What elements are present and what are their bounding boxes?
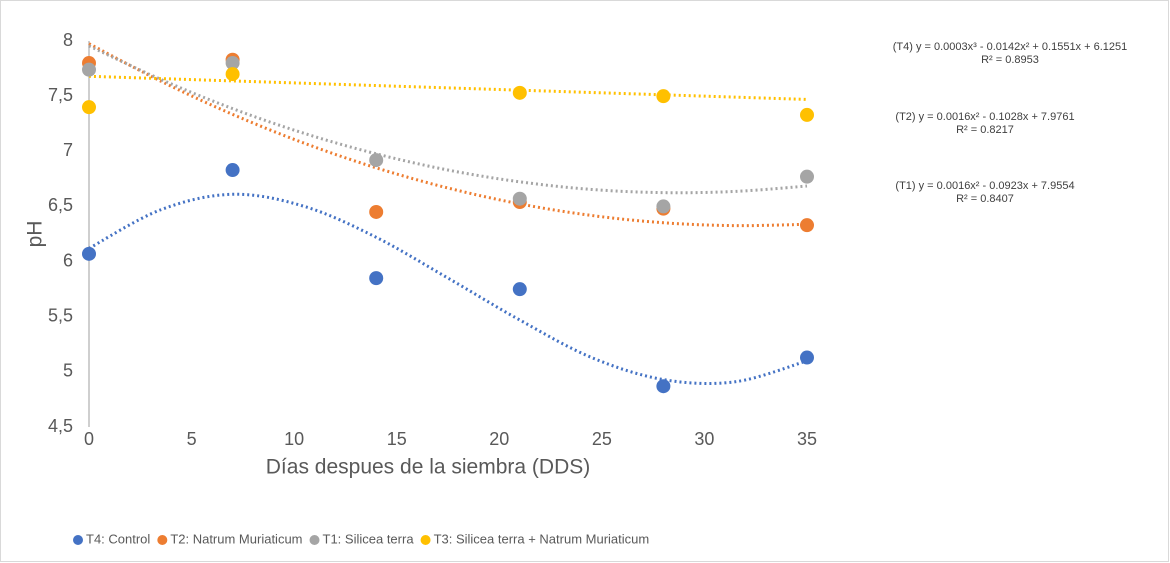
point xyxy=(512,191,527,206)
trend-equation: (T1) y = 0.0016x² - 0.0923x + 7.9554 xyxy=(895,180,1074,192)
x-tick-label: 0 xyxy=(84,429,94,449)
x-tick-label: 30 xyxy=(694,429,714,449)
legend-marker xyxy=(420,535,431,545)
trend-r2: R² = 0.8407 xyxy=(956,193,1014,205)
trendline xyxy=(88,44,808,195)
trend-r2: R² = 0.8217 xyxy=(956,124,1014,136)
point xyxy=(369,271,384,286)
y-tick-label: 8 xyxy=(63,30,73,50)
legend-label: T2: Natrum Muriaticum xyxy=(170,531,302,546)
trend-equation: (T4) y = 0.0003x³ - 0.0142x² + 0.1551x +… xyxy=(893,41,1128,53)
trendline xyxy=(88,74,808,101)
point xyxy=(800,107,814,122)
trend-equation: (T2) y = 0.0016x² - 0.1028x + 7.9761 xyxy=(895,111,1074,123)
x-tick-label: 5 xyxy=(187,429,197,449)
point xyxy=(82,62,96,77)
legend-marker xyxy=(157,535,168,545)
point xyxy=(800,218,814,233)
legend-marker xyxy=(309,535,320,545)
y-tick-label: 4,5 xyxy=(48,416,73,436)
x-tick-label: 15 xyxy=(387,429,407,449)
point xyxy=(82,100,96,115)
trend-r2: R² = 0.8953 xyxy=(981,54,1039,66)
legend-label: T3: Silicea terra + Natrum Muriaticum xyxy=(434,531,650,546)
y-tick-label: 5,5 xyxy=(48,305,73,325)
point xyxy=(82,246,96,261)
trendline xyxy=(88,192,808,385)
legend-marker xyxy=(73,535,83,545)
x-axis-title: Días despues de la siembra (DDS) xyxy=(266,456,590,479)
point xyxy=(656,89,671,104)
point xyxy=(225,67,240,82)
point xyxy=(512,282,527,297)
x-tick-label: 35 xyxy=(797,429,817,449)
x-tick-label: 25 xyxy=(592,429,612,449)
y-tick-label: 5 xyxy=(63,361,73,381)
point xyxy=(800,350,814,365)
point xyxy=(369,153,384,168)
y-tick-label: 6,5 xyxy=(48,195,73,215)
y-tick-label: 7 xyxy=(63,140,73,160)
y-axis-title: pH xyxy=(24,221,47,248)
point xyxy=(656,199,671,214)
legend-label: T4: Control xyxy=(86,531,150,546)
point xyxy=(800,169,814,184)
point xyxy=(225,163,240,178)
legend-label: T1: Silicea terra xyxy=(323,531,415,546)
x-tick-label: 20 xyxy=(489,429,509,449)
point xyxy=(225,56,240,71)
trendline xyxy=(88,42,808,228)
point xyxy=(369,204,384,219)
y-tick-label: 6 xyxy=(63,250,73,270)
x-tick-label: 10 xyxy=(284,429,304,449)
point xyxy=(656,379,671,394)
point xyxy=(512,85,527,100)
y-tick-label: 7,5 xyxy=(48,85,73,105)
